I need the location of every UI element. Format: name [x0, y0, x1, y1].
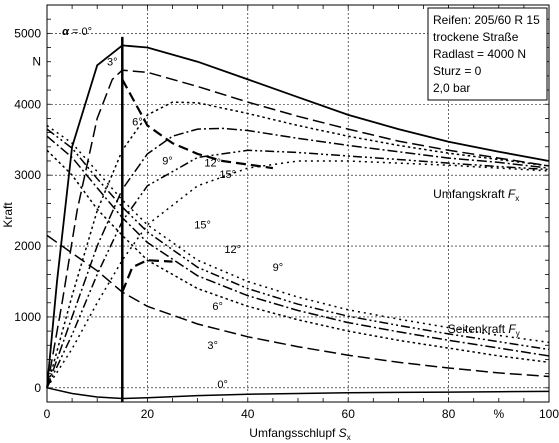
series-line	[46, 44, 550, 388]
curve-label: 6°	[132, 117, 143, 129]
y-tick-label: 4000	[14, 97, 41, 111]
curve-label: 3°	[107, 56, 118, 68]
info-box	[427, 7, 548, 101]
y-tick-label: 1000	[14, 310, 41, 324]
y-tick-label: 2000	[14, 239, 41, 253]
info-line: Reifen: 205/60 R 15	[433, 13, 540, 27]
x-axis-label: Umfangsschlupf Sx	[249, 426, 350, 442]
series-line	[46, 387, 550, 400]
series-line	[121, 259, 173, 293]
curve-label: 9°	[162, 156, 173, 168]
y-tick-label: 0	[34, 381, 41, 395]
seitenkraft-label: Seitenkraft Fy	[448, 322, 520, 338]
alpha-label: α = 0°	[62, 26, 92, 38]
y-axis-label: Kraft	[1, 202, 15, 228]
curve-label: 9°	[273, 262, 284, 274]
y-unit-label: N	[32, 55, 41, 69]
y-tick-label: 3000	[14, 168, 41, 182]
series-line	[121, 78, 274, 170]
curve-label: 6°	[212, 301, 223, 313]
curve-label: 12°	[224, 244, 241, 256]
x-tick-label: %	[493, 407, 504, 421]
x-tick-label: 100	[539, 407, 559, 421]
series-line	[46, 149, 550, 389]
info-line: Radlast = 4000 N	[433, 47, 526, 61]
series-line	[46, 127, 550, 389]
curve-label: 3°	[207, 340, 218, 352]
x-tick-label: 0	[44, 407, 51, 421]
series-line	[46, 149, 550, 364]
x-tick-label: 60	[342, 407, 356, 421]
series-line	[46, 69, 550, 388]
series-line	[46, 128, 550, 351]
series-line	[46, 135, 550, 357]
x-tick-label: 80	[442, 407, 456, 421]
info-line: Sturz = 0	[433, 64, 482, 78]
x-tick-label: 20	[141, 407, 155, 421]
x-tick-label: 40	[241, 407, 255, 421]
curve-label: 0°	[217, 379, 228, 391]
curve-label: 15°	[219, 169, 236, 181]
info-line: trockene Straße	[433, 30, 519, 44]
curve-label: 15°	[194, 219, 211, 231]
curve-label: 12°	[204, 158, 221, 170]
info-line: 2,0 bar	[433, 81, 470, 95]
y-tick-label: 5000	[14, 26, 41, 40]
umfangskraft-label: Umfangskraft Fx	[433, 187, 519, 203]
series-line	[46, 234, 550, 378]
